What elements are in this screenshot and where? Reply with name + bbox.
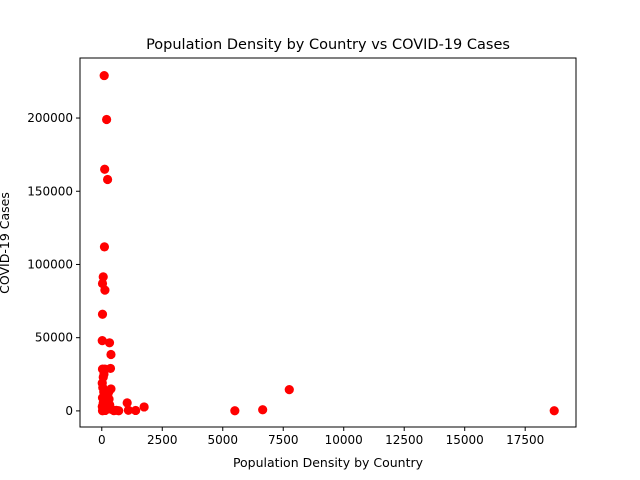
y-tick-label: 150000 — [27, 184, 73, 198]
x-tick-label: 2500 — [147, 433, 178, 447]
data-point — [97, 406, 108, 416]
x-tick-label: 5000 — [207, 433, 238, 447]
y-tick-label: 200000 — [27, 111, 73, 125]
data-point — [122, 398, 132, 408]
data-point — [114, 406, 124, 416]
data-point — [97, 309, 108, 319]
y-axis-label: COVID-19 Cases — [0, 192, 12, 294]
data-point — [549, 406, 559, 416]
data-point — [258, 405, 268, 415]
data-point — [131, 405, 141, 416]
y-axis-ticks: 0 50000 100000 150000 200000 — [27, 111, 80, 418]
data-point — [99, 70, 109, 81]
plot-frame — [79, 57, 577, 428]
data-point — [102, 174, 113, 185]
data-point — [230, 406, 240, 416]
y-tick-label: 0 — [65, 404, 73, 418]
data-point — [139, 402, 149, 412]
x-tick-label: 17500 — [506, 433, 544, 447]
y-tick-label: 50000 — [35, 331, 73, 345]
data-point — [123, 405, 133, 415]
y-tick-label: 100000 — [27, 257, 73, 271]
data-point — [100, 164, 110, 174]
x-tick-label: 12500 — [385, 433, 423, 447]
data-point — [97, 336, 107, 346]
x-tick-label: 15000 — [446, 433, 484, 447]
data-point — [102, 114, 112, 125]
data-point — [106, 349, 116, 360]
data-points — [97, 70, 559, 416]
x-tick-label: 10000 — [325, 433, 363, 447]
x-axis-label: Population Density by Country — [233, 455, 424, 470]
x-tick-label: 7500 — [268, 433, 299, 447]
x-axis-ticks: 0 2500 5000 7500 10000 12500 15000 17500 — [98, 427, 544, 447]
data-point — [100, 285, 110, 295]
chart-title: Population Density by Country vs COVID-1… — [146, 37, 510, 53]
x-tick-label: 0 — [98, 433, 106, 447]
data-point — [99, 242, 110, 252]
plot-area — [79, 57, 577, 428]
data-point — [284, 385, 294, 395]
data-point — [104, 338, 115, 348]
